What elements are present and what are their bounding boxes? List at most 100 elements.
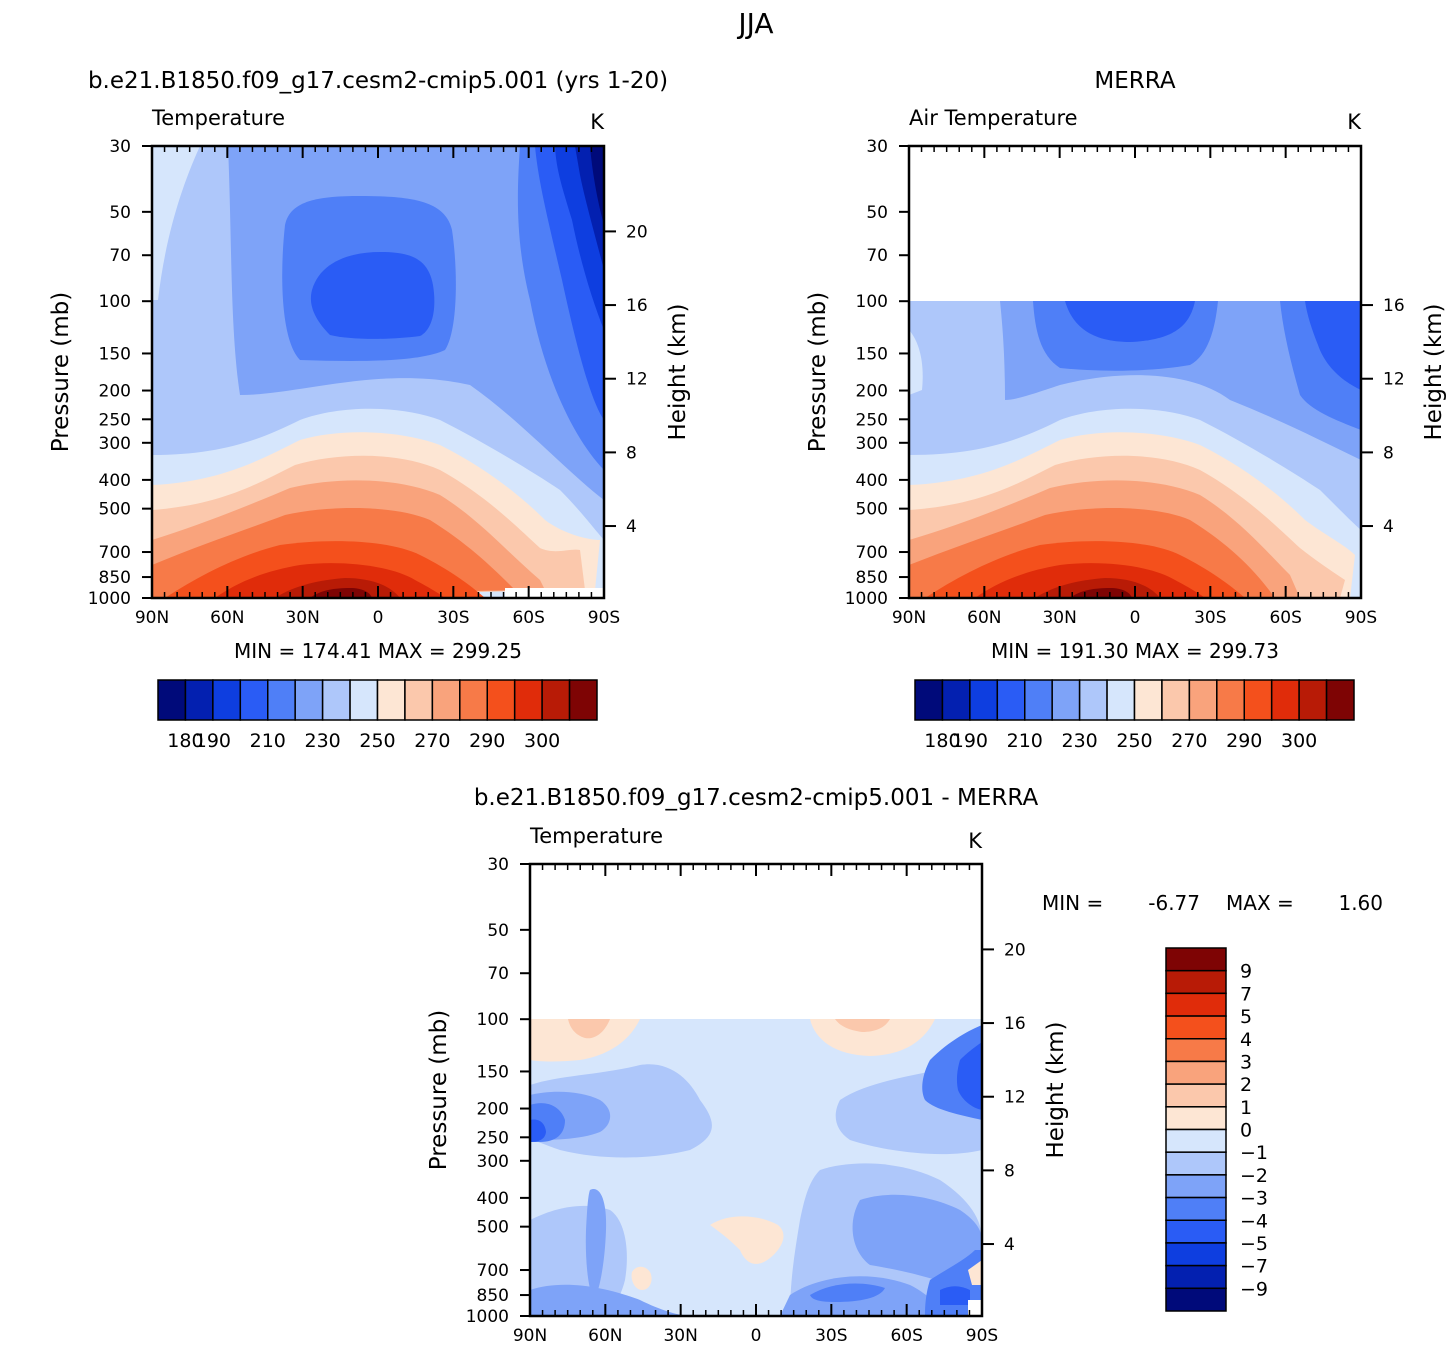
colorbar-label: −1 xyxy=(1240,1142,1268,1164)
colorbar-swatch xyxy=(1298,679,1328,721)
pressure-tick-label: 400 xyxy=(99,471,131,491)
height-tick-label: 8 xyxy=(626,443,637,463)
x-tick-label: 60S xyxy=(890,1326,922,1346)
diff-axes: 90N 60N 30N 0 30S 60S 90S 30 50 70 100 150 200 250 300… xyxy=(466,855,1026,1346)
contour-fill xyxy=(1305,301,1361,390)
colorbar-label: 250 xyxy=(1116,730,1152,752)
colorbar-swatch xyxy=(1188,679,1218,721)
height-tick-label: 8 xyxy=(1383,443,1394,463)
colorbar-swatch xyxy=(1165,1128,1227,1153)
pressure-tick-label: 70 xyxy=(866,246,888,266)
colorbar-label: 5 xyxy=(1240,1006,1252,1028)
pressure-tick-label: 1000 xyxy=(88,589,131,609)
colorbar-label: 190 xyxy=(952,730,988,752)
model-contour-field xyxy=(152,146,604,598)
colorbar-swatch xyxy=(969,679,999,721)
pressure-tick-label: 50 xyxy=(109,203,131,223)
pressure-tick-label: 850 xyxy=(477,1286,509,1306)
colorbar-swatch xyxy=(267,679,296,721)
x-tick-label: 90N xyxy=(513,1326,547,1346)
pressure-tick-label: 700 xyxy=(99,543,131,563)
contour-fill xyxy=(530,1284,690,1316)
x-tick-label: 60S xyxy=(1269,608,1301,628)
height-tick-label: 20 xyxy=(1004,940,1026,960)
pressure-tick-label: 30 xyxy=(866,137,888,157)
x-tick-label: 60N xyxy=(967,608,1001,628)
model-variable-label: Temperature xyxy=(151,106,285,130)
colorbar-swatch xyxy=(1270,679,1300,721)
colorbar-swatch xyxy=(513,679,543,721)
colorbar-swatch xyxy=(431,679,461,721)
pressure-tick-label: 50 xyxy=(487,921,509,941)
height-tick-label: 4 xyxy=(1004,1235,1015,1255)
contour-fill xyxy=(568,1019,610,1039)
colorbar-label: 1 xyxy=(1240,1097,1252,1119)
height-tick-label: 16 xyxy=(626,296,648,316)
height-tick-label: 12 xyxy=(626,370,648,390)
obs-ylabel-left: Pressure (mb) xyxy=(805,292,831,452)
obs-panel: MERRA Air Temperature K 90N 60N 30N 0 30S 60S… xyxy=(805,68,1447,752)
colorbar-label: 0 xyxy=(1240,1120,1252,1142)
colorbar-swatch xyxy=(568,679,598,721)
contour-fill xyxy=(152,146,200,300)
x-tick-label: 0 xyxy=(1130,608,1141,628)
pressure-tick-label: 850 xyxy=(856,568,888,588)
model-ylabel-left: Pressure (mb) xyxy=(48,292,74,452)
colorbar-swatch xyxy=(1165,1083,1227,1108)
x-tick-label: 0 xyxy=(373,608,384,628)
x-tick-label: 30N xyxy=(1042,608,1076,628)
pressure-tick-label: 300 xyxy=(477,1152,509,1172)
no-data-region xyxy=(968,1300,982,1316)
obs-axes: 90N 60N 30N 0 30S 60S 90S 30 50 70 100 150 200 250 300… xyxy=(845,137,1405,628)
colorbar-swatch xyxy=(1133,679,1163,721)
colorbar-label: 290 xyxy=(1226,730,1262,752)
pressure-tick-label: 250 xyxy=(477,1128,509,1148)
height-tick-label: 4 xyxy=(626,517,637,537)
colorbar-swatch xyxy=(1165,1106,1227,1131)
pressure-tick-label: 100 xyxy=(477,1010,509,1030)
model-units-label: K xyxy=(590,110,605,134)
obs-case-title: MERRA xyxy=(1094,68,1175,94)
obs-ylabel-right: Height (km) xyxy=(1421,303,1447,440)
colorbar-swatch xyxy=(541,679,571,721)
height-tick-label: 4 xyxy=(1383,517,1394,537)
contour-fill xyxy=(530,1119,546,1142)
pressure-tick-label: 70 xyxy=(487,964,509,984)
obs-variable-label: Air Temperature xyxy=(909,106,1078,130)
contour-fill xyxy=(940,1286,970,1305)
pressure-tick-label: 30 xyxy=(487,855,509,875)
colorbar-label: −3 xyxy=(1240,1188,1268,1210)
pressure-tick-label: 500 xyxy=(99,500,131,520)
colorbar-swatch xyxy=(1325,679,1355,721)
height-tick-label: 16 xyxy=(1004,1014,1026,1034)
colorbar-label: 2 xyxy=(1240,1074,1252,1096)
x-tick-label: 60S xyxy=(512,608,544,628)
pressure-tick-label: 200 xyxy=(856,382,888,402)
colorbar-swatch xyxy=(239,679,269,721)
model-stats: MIN = 174.41 MAX = 299.25 xyxy=(234,639,522,663)
colorbar-swatch xyxy=(1165,1015,1227,1040)
colorbar-label: −5 xyxy=(1240,1233,1268,1255)
pressure-tick-label: 150 xyxy=(99,344,131,364)
colorbar-swatch xyxy=(1165,992,1227,1017)
x-tick-label: 30N xyxy=(663,1326,697,1346)
pressure-tick-label: 30 xyxy=(109,137,131,157)
height-tick-label: 8 xyxy=(1004,1161,1015,1181)
pressure-tick-label: 250 xyxy=(856,410,888,430)
colorbar-swatch xyxy=(1161,679,1191,721)
colorbar-swatch xyxy=(486,679,516,721)
height-tick-label: 12 xyxy=(1383,370,1405,390)
colorbar-swatch xyxy=(184,679,214,721)
model-axes: 90N 60N 30N 0 30S 60S 90S 30 50 70 100 150 200 250 300… xyxy=(88,137,648,628)
pressure-tick-label: 500 xyxy=(477,1218,509,1238)
contour-fill xyxy=(956,1042,982,1110)
pressure-tick-label: 100 xyxy=(99,292,131,312)
x-tick-label: 90S xyxy=(1345,608,1377,628)
contour-fill xyxy=(810,1283,885,1302)
diff-case-title: b.e21.B1850.f09_g17.cesm2-cmip5.001 - ME… xyxy=(474,785,1039,811)
colorbar-label: 4 xyxy=(1240,1029,1252,1051)
colorbar-label: 180 xyxy=(924,730,960,752)
colorbar-swatch xyxy=(1165,1038,1227,1063)
